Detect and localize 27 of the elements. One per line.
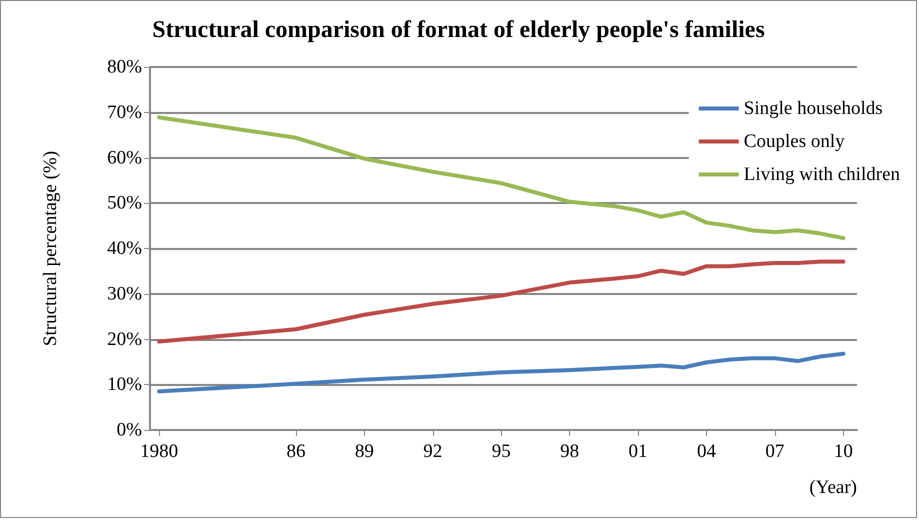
x-tick-label: 10: [834, 441, 853, 462]
x-tick-label: 92: [423, 441, 442, 462]
y-tick-label: 10%: [107, 374, 142, 396]
y-tick-label: 20%: [107, 328, 142, 350]
x-tick-label: 1980: [140, 441, 178, 462]
y-tick-label: 70%: [107, 102, 142, 123]
x-tick-label: 95: [492, 441, 511, 462]
chart-title: Structural comparison of format of elderly people's families: [152, 17, 765, 43]
line-series: [157, 260, 846, 344]
line-series: [157, 352, 846, 394]
x-tick-label: 89: [354, 441, 374, 462]
y-tick-label: 40%: [107, 238, 142, 259]
y-tick-label: 50%: [107, 192, 142, 214]
x-tick-label: 07: [765, 441, 784, 462]
y-tick-label: 0%: [116, 420, 142, 440]
x-tick-label: 98: [560, 441, 580, 462]
x-axis-title: (Year): [809, 477, 857, 498]
legend-label: Couples only: [744, 131, 846, 152]
y-axis-title: Structural percentage (%): [40, 150, 61, 346]
x-tick-label: 01: [628, 441, 648, 462]
legend-label: Single households: [744, 98, 883, 119]
x-tick-label: 04: [696, 441, 716, 462]
y-tick-label: 60%: [107, 147, 142, 168]
y-tick-label: 30%: [107, 283, 142, 304]
x-tick-label: 86: [286, 441, 306, 462]
y-tick-label: 80%: [107, 56, 142, 78]
legend-label: Living with children: [744, 164, 900, 185]
